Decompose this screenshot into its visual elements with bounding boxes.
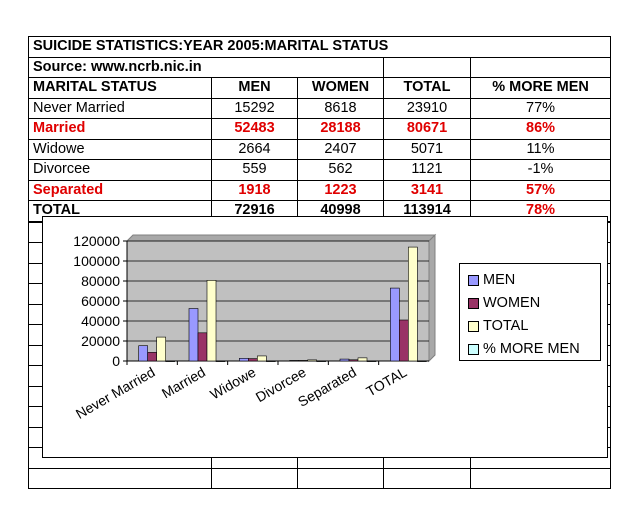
legend-label: MEN <box>483 272 516 288</box>
x-tick-label: Widowe <box>207 364 258 403</box>
cell-men: 2664 <box>211 138 298 160</box>
column-header-men: MEN <box>211 77 298 99</box>
cell-total: 5071 <box>383 138 471 160</box>
cell-pct: 77% <box>469 97 612 119</box>
bar-men <box>138 345 148 362</box>
legend-swatch <box>468 343 479 355</box>
legend-label: TOTAL <box>483 318 529 334</box>
bar-men <box>289 360 299 362</box>
cell-pct: 86% <box>469 118 612 140</box>
legend-item: MEN <box>468 272 515 288</box>
legend-swatch <box>468 274 479 286</box>
bar-women <box>147 352 157 362</box>
plot-top-wall <box>125 234 437 242</box>
column-header-total: TOTAL <box>383 77 471 99</box>
table-row: Widowe 2664 2407 5071 11% <box>28 138 612 160</box>
row-label: Widowe <box>28 138 212 160</box>
chart-legend[interactable]: MEN WOMEN TOTAL % MORE MEN <box>459 263 601 361</box>
y-tick-label: 80000 <box>81 273 120 289</box>
bar-total <box>408 246 418 362</box>
bar-women <box>248 358 258 362</box>
cell-total: 3141 <box>383 179 471 201</box>
header-row: MARITAL STATUS MEN WOMEN TOTAL % MORE ME… <box>28 77 612 99</box>
column-header-women: WOMEN <box>297 77 384 99</box>
legend-label: WOMEN <box>483 295 541 311</box>
table-row: Separated 1918 1223 3141 57% <box>28 179 612 201</box>
bar-total <box>307 359 317 362</box>
bar--more-men <box>417 360 427 362</box>
bar-total <box>257 355 267 362</box>
row-label: Never Married <box>28 97 212 119</box>
row-label: Separated <box>28 179 212 201</box>
bar--more-men <box>165 360 175 362</box>
cell-men: 52483 <box>211 118 298 140</box>
cell-pct: -1% <box>469 159 612 181</box>
plot-side-wall <box>428 233 436 363</box>
cell-women: 2407 <box>297 138 384 160</box>
cell-men: 15292 <box>211 97 298 119</box>
bar-men <box>390 287 400 362</box>
cell-total: 1121 <box>383 159 471 181</box>
x-tick-label: TOTAL <box>363 364 409 400</box>
bar--more-men <box>266 360 276 362</box>
y-tick-label: 0 <box>112 353 120 369</box>
cell-pct: 11% <box>469 138 612 160</box>
bar--more-men <box>215 360 226 362</box>
y-tick-label: 100000 <box>73 253 120 269</box>
table-row: Divorcee 559 562 1121 -1% <box>28 159 612 181</box>
bar-women <box>399 319 409 362</box>
bar-total <box>206 280 217 362</box>
legend-item: WOMEN <box>468 295 540 311</box>
bar-men <box>339 358 350 362</box>
x-tick-label: Never Married <box>73 364 158 422</box>
cell-total: 23910 <box>383 97 471 119</box>
y-tick-label: 20000 <box>81 333 120 349</box>
empty-cell <box>383 56 471 78</box>
column-header-pct: % MORE MEN <box>469 77 612 99</box>
cell-women: 562 <box>297 159 384 181</box>
y-tick-label: 40000 <box>81 313 120 329</box>
cell-women: 1223 <box>297 179 384 201</box>
cell-women: 28188 <box>297 118 384 140</box>
bar-total <box>357 357 368 362</box>
empty-cell <box>469 56 612 78</box>
bar-men <box>188 308 199 362</box>
source-cell: Source: www.ncrb.nic.in <box>28 56 384 78</box>
row-label: Divorcee <box>28 159 212 181</box>
cell-men: 1918 <box>211 179 298 201</box>
column-header-status: MARITAL STATUS <box>28 77 212 99</box>
legend-item: TOTAL <box>468 318 528 334</box>
bar-total <box>156 336 166 362</box>
legend-label: % MORE MEN <box>483 341 580 357</box>
legend-swatch <box>468 320 479 332</box>
table-row: Never Married 15292 8618 23910 77% <box>28 97 612 119</box>
cell-men: 559 <box>211 159 298 181</box>
bar-women <box>348 359 359 362</box>
x-tick-label: Married <box>159 364 208 402</box>
empty-row <box>28 467 612 489</box>
bar--more-men <box>366 360 377 362</box>
chart-area[interactable]: 120000 100000 80000 60000 40000 20000 0 Never M… <box>42 216 608 458</box>
sheet-title: SUICIDE STATISTICS:YEAR 2005:MARITAL STA… <box>27 36 612 58</box>
bar--more-men <box>316 360 326 362</box>
bar-women <box>298 360 308 362</box>
bar-men <box>239 358 249 362</box>
table-row: Married 52483 28188 80671 86% <box>28 118 612 140</box>
cell-total: 80671 <box>383 118 471 140</box>
legend-item: % MORE MEN <box>468 341 580 357</box>
row-label: Married <box>28 118 212 140</box>
y-tick-label: 60000 <box>81 293 120 309</box>
cell-women: 8618 <box>297 97 384 119</box>
y-tick-label: 120000 <box>73 233 120 249</box>
legend-swatch <box>468 297 479 309</box>
cell-pct: 57% <box>469 179 612 201</box>
bar-women <box>197 332 208 362</box>
